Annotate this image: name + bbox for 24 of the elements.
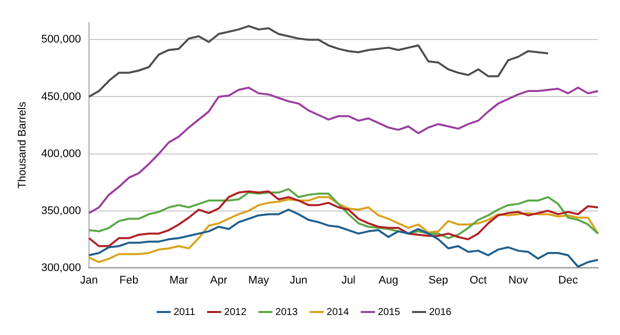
x-tick-label: May [248,274,270,286]
x-tick-label: Dec [558,274,578,286]
x-tick-label: Mar [169,274,189,286]
y-tick-label: 450,000 [41,90,81,103]
x-tick-label: Aug [378,274,398,286]
legend-label: 2014 [326,306,350,318]
legend-label: 2015 [378,306,401,318]
y-axis-title: Thousand Barrels [16,101,29,189]
legend-label: 2011 [174,306,196,318]
y-tick-label: 300,000 [41,262,81,274]
legend-label: 2012 [224,306,247,318]
x-tick-label: Oct [470,274,487,286]
x-tick-label: Nov [508,274,528,286]
x-tick-label: Sep [428,274,448,286]
x-tick-label: Jun [290,274,308,286]
legend-label: 2016 [429,306,452,318]
y-tick-label: 400,000 [41,148,81,160]
y-tick-label: 500,000 [41,34,81,46]
x-tick-label: Feb [119,274,138,286]
x-tick-label: Jan [80,274,98,286]
x-tick-label: Jul [341,274,356,286]
y-tick-label: 350,000 [41,204,81,217]
legend-label: 2013 [275,306,298,318]
x-tick-label: Apr [210,274,228,286]
